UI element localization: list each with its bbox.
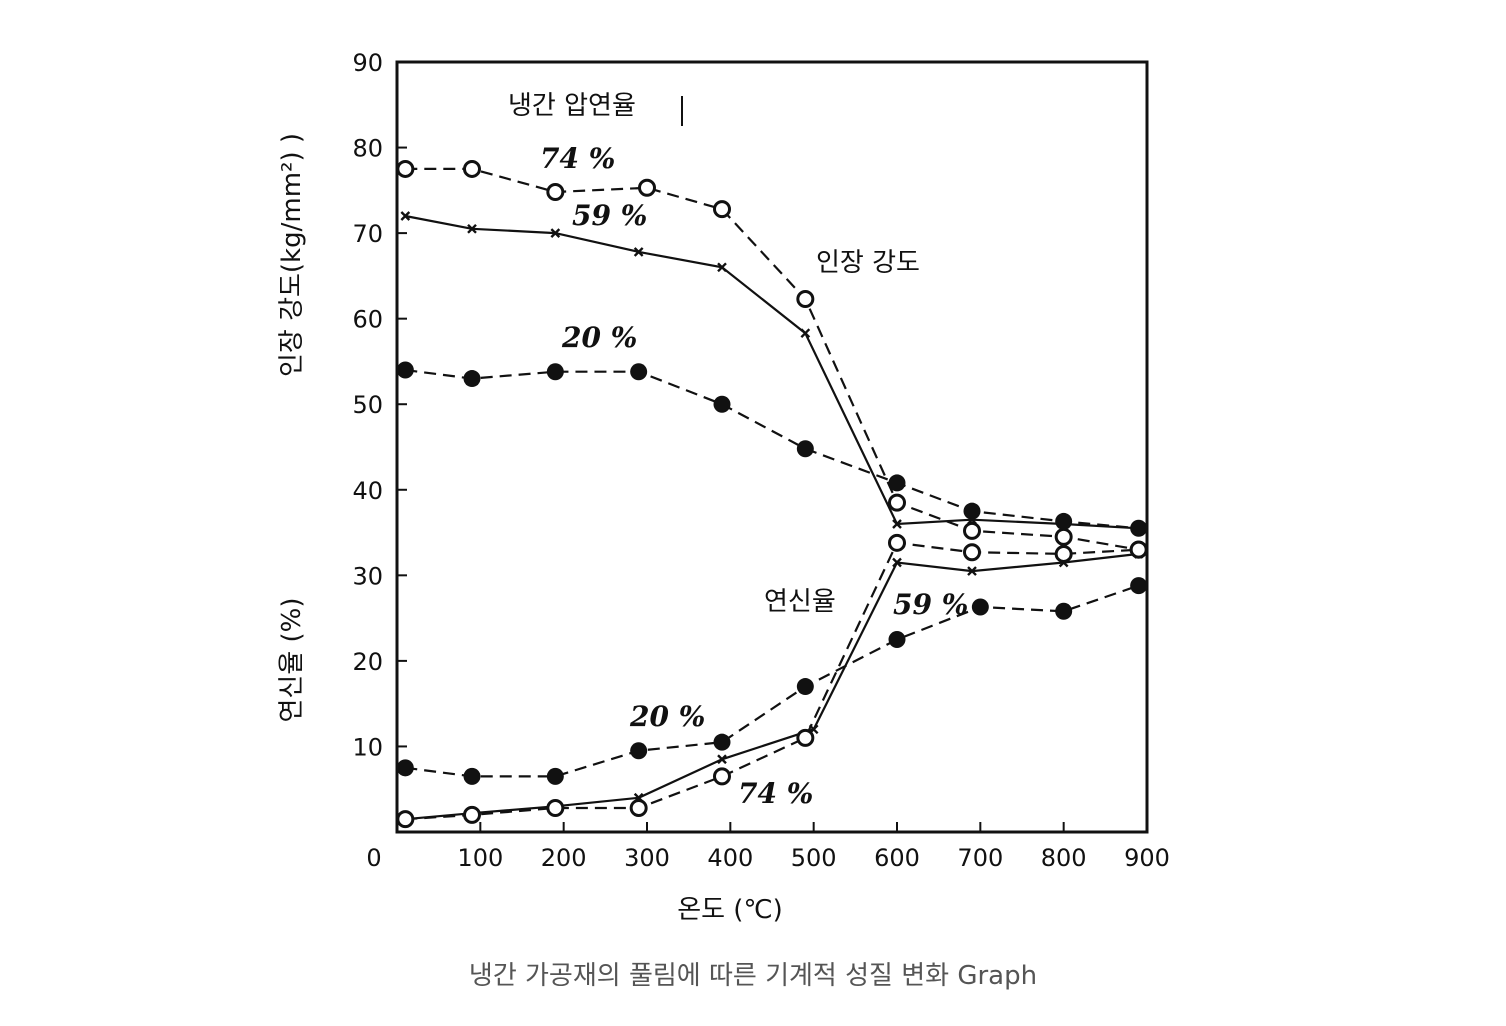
data-point [796,289,815,308]
x-tick-label: 800 [1041,844,1087,872]
data-point [1054,544,1073,563]
data-point [546,363,564,381]
data-point [630,742,648,760]
data-point [396,361,414,379]
y-tick-label: 50 [352,391,383,419]
data-point [463,159,481,178]
data-point [630,363,648,381]
data-point [463,370,481,388]
label-ts-59: 59 % [572,199,647,232]
data-point [1130,519,1148,537]
data-point [638,178,656,197]
data-point [796,440,814,458]
x-tick-label: 600 [874,844,920,872]
y-tick-label: 10 [352,733,383,761]
data-point [892,519,902,529]
y-tick-label: 60 [352,306,383,334]
label-el-20: 20 % [629,700,705,733]
y-tick-label: 30 [352,562,383,590]
series-line-elongation-4 [405,584,1140,778]
data-point [717,262,727,273]
series-line-tensile-2 [405,214,1139,530]
x-tick-label: 0 [366,844,381,872]
series-line-elongation-6 [405,541,1139,821]
data-point [796,728,815,747]
data-point [963,502,981,520]
data-point [800,328,811,339]
data-point [467,223,477,234]
label-ts-20: 20 % [561,321,637,354]
y-axis-title-elongation: 연신율 (%) [277,597,307,722]
x-tick-label: 300 [624,844,670,872]
data-point [888,474,906,492]
data-point [546,799,565,818]
data-point [713,767,731,786]
data-point [546,767,564,785]
label-ts-74: 74 % [540,142,615,175]
data-point [713,395,731,413]
figure-caption: 냉간 가공재의 풀림에 따른 기계적 성질 변화 Graph [468,961,1038,991]
data-point [888,631,906,648]
data-point [963,543,981,562]
data-point [1055,602,1073,620]
label-el-74: 74 % [738,777,813,810]
x-tick-label: 900 [1124,844,1170,872]
annotation-tensile-group: 인장 강도 [816,248,920,278]
x-tick-label: 500 [791,844,837,872]
annotation-elongation-group: 연신율 [764,587,836,617]
series-line-elongation-5 [405,552,1139,821]
series-line-tensile-3 [405,368,1139,530]
data-point [1130,577,1148,595]
data-point [713,733,731,751]
x-tick-label: 400 [707,844,753,872]
y-axis-title-tensile: 인장 강도(kg/mm²) ) [277,133,307,377]
data-point [1129,540,1148,559]
data-point [1054,527,1073,546]
label-el-59: 59 % [893,588,968,621]
data-point [463,767,481,785]
plot-frame [395,60,1149,834]
y-tick-label: 90 [352,49,383,77]
x-tick-label: 200 [541,844,587,872]
data-point [400,211,411,221]
data-point [463,805,481,824]
data-point [629,799,648,818]
x-tick-label: 700 [957,844,1003,872]
y-tick-label: 40 [352,477,383,505]
x-axis-title: 온도 (℃) [677,895,783,925]
y-tick-label: 20 [352,648,383,676]
data-point [633,247,644,257]
data-point [396,159,415,178]
data-point [396,759,414,777]
data-point [717,754,727,765]
data-point [1055,512,1073,530]
x-tick-label: 100 [457,844,503,872]
legend-title: 냉간 압연율 [508,91,636,121]
data-point [550,228,561,238]
data-point [892,557,902,568]
y-tick-label: 70 [352,220,383,248]
data-point [963,521,981,540]
data-point [888,533,906,552]
series-line-tensile-1 [405,167,1139,551]
data-point [546,183,565,202]
data-point [967,566,977,576]
data-point [713,200,731,219]
data-point [888,493,906,512]
data-point [971,598,989,616]
data-point [396,810,415,829]
data-point [796,678,814,696]
y-tick-label: 80 [352,135,383,163]
